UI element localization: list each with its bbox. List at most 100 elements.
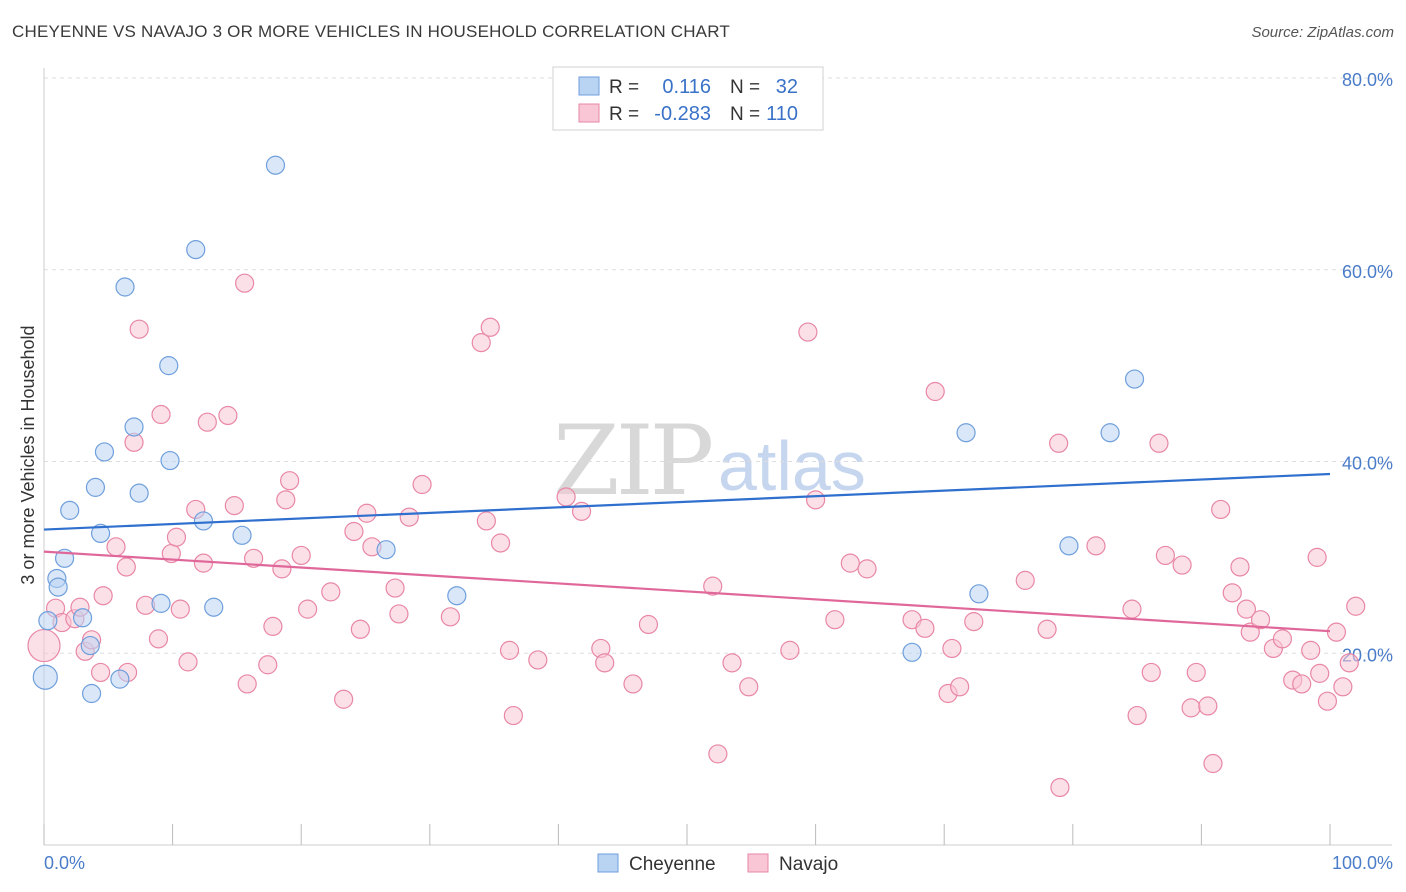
navajo-point bbox=[116, 557, 136, 577]
navajo-point bbox=[263, 616, 283, 637]
y-tick-label: 60.0% bbox=[1342, 262, 1393, 282]
cheyenne-point bbox=[447, 586, 467, 606]
navajo-point bbox=[1310, 663, 1330, 683]
navajo-point bbox=[276, 490, 296, 510]
legend-r-value-navajo: -0.283 bbox=[654, 103, 711, 125]
navajo-point bbox=[708, 744, 728, 764]
navajo-point bbox=[197, 412, 217, 432]
navajo-point bbox=[942, 638, 962, 659]
navajo-point bbox=[1127, 705, 1147, 726]
source-credit: Source: ZipAtlas.com bbox=[1251, 24, 1394, 41]
navajo-point bbox=[344, 521, 364, 542]
legend-n-label-navajo: N = bbox=[730, 104, 760, 125]
cheyenne-point bbox=[94, 442, 115, 462]
y-axis-label: 3 or more Vehicles in Household bbox=[18, 325, 38, 584]
navajo-point bbox=[595, 653, 615, 673]
bottom-legend-swatch-cheyenne bbox=[597, 853, 619, 873]
bottom-legend-label-navajo: Navajo bbox=[779, 854, 838, 875]
cheyenne-point bbox=[81, 683, 102, 704]
navajo-point bbox=[1211, 499, 1231, 520]
navajo-point bbox=[1236, 599, 1257, 619]
legend-r-label-cheyenne: R = bbox=[609, 77, 639, 98]
navajo-point bbox=[1333, 677, 1353, 697]
navajo-point bbox=[166, 527, 187, 547]
legend-swatch-cheyenne bbox=[578, 76, 600, 96]
cheyenne-point bbox=[969, 584, 989, 604]
navajo-point bbox=[805, 490, 826, 510]
navajo-point bbox=[298, 599, 318, 619]
cheyenne-point bbox=[186, 240, 206, 260]
navajo-point bbox=[490, 533, 511, 553]
navajo-point bbox=[915, 618, 935, 638]
navajo-point bbox=[235, 273, 255, 293]
navajo-point bbox=[739, 677, 759, 697]
navajo-point bbox=[170, 599, 190, 619]
navajo-point bbox=[556, 487, 576, 507]
navajo-point bbox=[840, 553, 860, 573]
cheyenne-point bbox=[38, 611, 58, 631]
navajo-point bbox=[106, 537, 126, 557]
navajo-point bbox=[1141, 662, 1161, 683]
cheyenne-point bbox=[32, 664, 58, 690]
cheyenne-point bbox=[1100, 423, 1120, 443]
navajo-point bbox=[703, 576, 723, 596]
navajo-point bbox=[528, 650, 548, 670]
navajo-point bbox=[1272, 629, 1293, 649]
cheyenne-point bbox=[1059, 536, 1079, 556]
cheyenne-point bbox=[1124, 369, 1145, 389]
navajo-point bbox=[218, 405, 238, 426]
cheyenne-point bbox=[232, 525, 252, 545]
y-tick-labels: 20.0%40.0%60.0%80.0% bbox=[1342, 70, 1393, 665]
navajo-point bbox=[357, 503, 377, 523]
navajo-point bbox=[321, 582, 341, 602]
navajo-point bbox=[1155, 545, 1175, 566]
legend-swatch-navajo bbox=[578, 103, 600, 123]
cheyenne-points bbox=[32, 155, 1145, 704]
navajo-point bbox=[857, 559, 877, 579]
navajo-point bbox=[178, 652, 198, 672]
navajo-point bbox=[93, 586, 113, 606]
navajo-point bbox=[90, 662, 111, 683]
navajo-point bbox=[193, 553, 214, 573]
y-tick-label: 40.0% bbox=[1342, 454, 1393, 474]
navajo-point bbox=[237, 674, 257, 694]
series-legend: Cheyenne Navajo bbox=[597, 853, 838, 875]
navajo-point bbox=[1198, 696, 1218, 716]
cheyenne-point bbox=[85, 477, 106, 497]
navajo-point bbox=[1326, 622, 1347, 642]
navajo-point bbox=[925, 381, 945, 402]
cheyenne-point bbox=[110, 669, 130, 689]
navajo-point bbox=[1222, 583, 1242, 603]
navajo-point bbox=[148, 629, 169, 649]
navajo-point bbox=[1181, 698, 1201, 718]
navajo-point bbox=[1346, 596, 1366, 616]
navajo-point bbox=[412, 474, 432, 495]
navajo-point bbox=[350, 619, 370, 639]
navajo-point bbox=[1122, 599, 1142, 619]
cheyenne-point bbox=[90, 523, 111, 544]
legend-n-label-cheyenne: N = bbox=[730, 77, 760, 98]
cheyenne-point bbox=[124, 417, 144, 437]
cheyenne-trendline bbox=[43, 472, 1331, 531]
legend-n-value-navajo: 110 bbox=[766, 103, 798, 125]
navajo-point bbox=[1307, 547, 1327, 567]
navajo-point bbox=[964, 612, 984, 632]
navajo-point bbox=[389, 604, 409, 624]
cheyenne-point bbox=[80, 635, 100, 656]
x-tick-label-max: 100.0% bbox=[1332, 853, 1393, 873]
trendlines bbox=[43, 472, 1331, 633]
axes bbox=[43, 68, 1392, 846]
navajo-point bbox=[291, 545, 311, 566]
bottom-legend-swatch-navajo bbox=[747, 853, 769, 873]
x-ticks bbox=[43, 824, 1331, 845]
navajo-point bbox=[950, 677, 970, 697]
navajo-point bbox=[638, 614, 659, 635]
navajo-point bbox=[27, 628, 61, 663]
cheyenne-point bbox=[956, 423, 976, 443]
navajo-point bbox=[1149, 433, 1169, 453]
navajo-point bbox=[471, 333, 491, 353]
navajo-point bbox=[224, 496, 244, 516]
cheyenne-point bbox=[159, 356, 179, 376]
navajo-point bbox=[1049, 433, 1069, 453]
navajo-point bbox=[399, 507, 419, 527]
